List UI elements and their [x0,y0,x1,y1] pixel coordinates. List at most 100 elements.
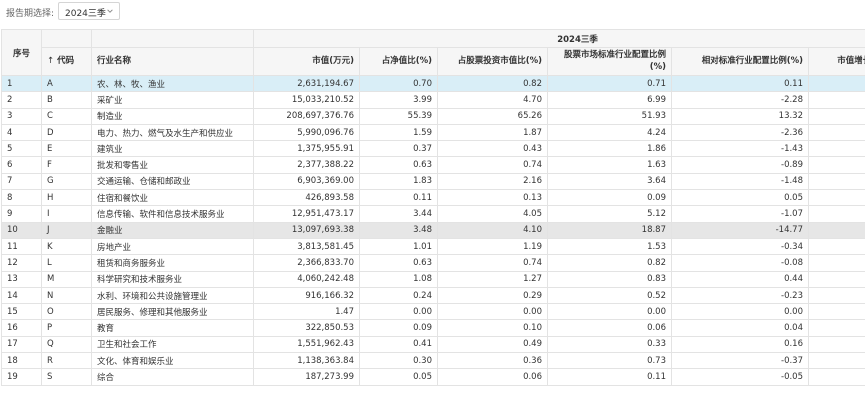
cell-stock-ratio: 4.10 [437,221,548,239]
cell-benchmark-ratio: 18.87 [547,221,672,239]
cell-relative-ratio: -0.89 [671,156,809,174]
cell-market-value: 6,903,369.00 [253,172,360,191]
cell-seq: 16 [1,319,42,337]
cell-code: L [41,254,92,272]
cell-code: B [41,91,92,109]
cell-industry-name: 制造业 [91,107,254,125]
cell-stock-ratio: 1.27 [437,270,548,288]
cell-stock-ratio: 0.00 [437,303,548,321]
table-row[interactable]: 18 R 文化、体育和娱乐业 1,138,363.84 0.30 0.36 0.73 -0.3… [1,352,865,370]
cell-growth: -8.04 [807,91,865,109]
cell-industry-name: 水利、环境和公共设施管理业 [91,286,254,305]
table-row[interactable]: 15O居民服务、修理和其他服务业1.470.000.000.000.00-30.… [1,303,865,321]
cell-market-value: 426,893.58 [253,189,360,207]
cell-seq: 7 [1,172,42,191]
filter-bar: 报告期选择: 2024三季 [0,0,865,24]
table-row[interactable]: 10J金融业13,097,693.383.484.1018.87-14.7743… [1,221,865,239]
table-row[interactable]: 3C制造业208,697,376.7655.3965.2651.9313.327… [1,107,865,125]
cell-industry-name: 批发和零售业 [91,156,254,174]
cell-seq: 17 [1,335,42,354]
cell-market-value: 2,366,833.70 [253,254,360,272]
cell-seq: 12 [1,254,42,272]
cell-stock-ratio: 0.36 [437,352,548,370]
cell-seq: 18 [1,352,42,370]
cell-stock-ratio: 2.16 [437,172,548,191]
cell-growth: 11.17 [807,368,865,386]
header-stock-ratio[interactable]: 占股票投资市值比(%) [437,47,548,76]
table-row[interactable]: 1A农、林、牧、渔业2,631,194.670.700.820.710.11-2… [1,74,865,93]
header-benchmark-ratio[interactable]: 股票市场标准行业配置比例(%) [547,47,672,76]
cell-relative-ratio: -0.34 [671,237,809,256]
cell-market-value: 1,375,955.91 [253,140,360,158]
cell-nav-ratio: 0.05 [359,368,438,386]
cell-relative-ratio: -2.36 [671,123,809,142]
cell-relative-ratio: 0.05 [671,189,809,207]
header-code[interactable]: ↑ 代码 [41,47,92,76]
table-row[interactable]: 9 I 信息传输、软件和信息技术服务业 12,951,473.17 3.44 4.05 5.… [1,205,865,223]
cell-code: I [41,205,92,223]
cell-stock-ratio: 0.74 [437,254,548,272]
header-market-value[interactable]: 市值(万元) [253,47,360,76]
period-select[interactable]: 2024三季 [58,2,120,20]
cell-relative-ratio: 0.11 [671,74,809,93]
cell-seq: 6 [1,156,42,174]
cell-seq: 11 [1,237,42,256]
cell-nav-ratio: 0.11 [359,189,438,207]
cell-code: E [41,140,92,158]
sort-asc-icon: ↑ [47,55,55,66]
header-industry-name[interactable]: 行业名称 [91,47,254,76]
cell-industry-name: 住宿和餐饮业 [91,189,254,207]
cell-nav-ratio: 1.59 [359,123,438,142]
cell-growth: -0.89 [807,172,865,191]
cell-growth: 47.10 [807,335,865,354]
table-row[interactable]: 13 M 科学研究和技术服务业 4,060,242.48 1.08 1.27 0.83 0.4… [1,270,865,288]
cell-benchmark-ratio: 6.99 [547,91,672,109]
cell-code: S [41,368,92,386]
table-row[interactable]: 12 L 租赁和商务服务业 2,366,833.70 0.63 0.74 0.82 -0.08… [1,254,865,272]
cell-stock-ratio: 0.29 [437,286,548,305]
header-nav-ratio[interactable]: 占净值比(%) [359,47,438,76]
cell-growth: -21.80 [807,123,865,142]
cell-industry-name: 租赁和商务服务业 [91,254,254,272]
cell-industry-name: 文化、体育和娱乐业 [91,352,254,370]
period-select-value: 2024三季 [65,9,106,19]
cell-benchmark-ratio: 0.83 [547,270,672,288]
cell-industry-name: 科学研究和技术服务业 [91,270,254,288]
header-blank-name [91,29,254,48]
cell-industry-name: 综合 [91,368,254,386]
header-blank-code [41,29,92,48]
table-row[interactable]: 6F批发和零售业2,377,388.220.630.741.63-0.89-9.… [1,156,865,174]
cell-code: A [41,74,92,93]
header-relative-ratio[interactable]: 相对标准行业配置比例(%) [671,47,809,76]
cell-stock-ratio: 0.49 [437,335,548,354]
table-row[interactable]: 4 D 电力、热力、燃气及水生产和供应业 5,990,096.76 1.59 1.87 4.… [1,123,865,142]
cell-stock-ratio: 0.43 [437,140,548,158]
cell-stock-ratio: 4.05 [437,205,548,223]
cell-growth: -2.08 [807,319,865,337]
table-row[interactable]: 14 N 水利、环境和公共设施管理业 916,166.32 0.24 0.29 0.52 -0… [1,286,865,305]
cell-industry-name: 金融业 [91,221,254,239]
table-row[interactable]: 7 G 交通运输、仓储和邮政业 6,903,369.00 1.83 2.16 3.64 -1.… [1,172,865,191]
cell-nav-ratio: 3.44 [359,205,438,223]
cell-industry-name: 信息传输、软件和信息技术服务业 [91,205,254,223]
cell-benchmark-ratio: 51.93 [547,107,672,125]
cell-relative-ratio: -0.08 [671,254,809,272]
cell-seq: 15 [1,303,42,321]
table-row[interactable]: 11K房地产业3,813,581.451.011.191.53-0.3454.0… [1,237,865,256]
cell-stock-ratio: 1.19 [437,237,548,256]
cell-market-value: 916,166.32 [253,286,360,305]
header-growth[interactable]: 市值增长率(%) [807,47,865,76]
cell-benchmark-ratio: 1.86 [547,140,672,158]
cell-market-value: 1.47 [253,303,360,321]
cell-benchmark-ratio: 0.00 [547,303,672,321]
cell-growth: -20.63 [807,74,865,93]
cell-relative-ratio: -0.05 [671,368,809,386]
cell-growth: -8.16 [807,140,865,158]
table-row[interactable]: 17Q卫生和社会工作1,551,962.430.410.490.330.1647… [1,335,865,354]
cell-relative-ratio: -0.37 [671,352,809,370]
